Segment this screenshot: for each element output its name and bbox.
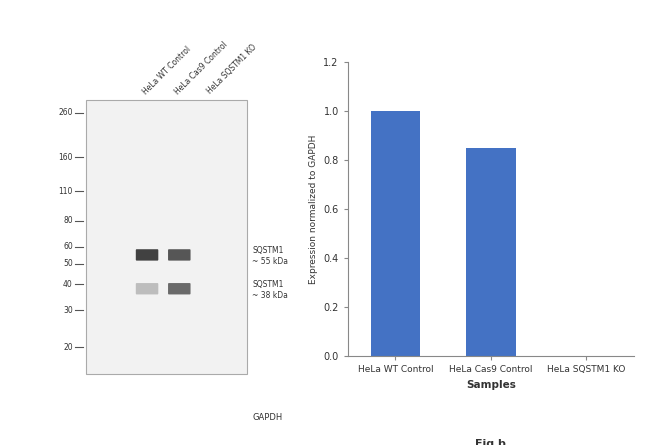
Text: 40: 40 — [63, 279, 73, 288]
Text: ~ 55 kDa: ~ 55 kDa — [252, 257, 288, 266]
FancyBboxPatch shape — [86, 402, 247, 433]
Text: Fig b: Fig b — [475, 439, 506, 445]
FancyBboxPatch shape — [136, 409, 159, 426]
FancyBboxPatch shape — [168, 283, 190, 295]
Text: HeLa SQSTM1 KO: HeLa SQSTM1 KO — [205, 43, 258, 96]
Text: 50: 50 — [63, 259, 73, 268]
Text: 110: 110 — [58, 187, 73, 196]
Text: ~ 38 kDa: ~ 38 kDa — [252, 291, 288, 299]
Text: HeLa WT Control: HeLa WT Control — [140, 44, 192, 96]
Text: 20: 20 — [63, 343, 73, 352]
FancyBboxPatch shape — [168, 249, 190, 261]
Text: 260: 260 — [58, 108, 73, 117]
Text: 160: 160 — [58, 153, 73, 162]
X-axis label: Samples: Samples — [466, 380, 515, 389]
Bar — [370, 111, 420, 356]
Text: SQSTM1: SQSTM1 — [252, 246, 283, 255]
Y-axis label: Expression normalized to GAPDH: Expression normalized to GAPDH — [309, 134, 318, 284]
Text: 80: 80 — [63, 216, 73, 225]
FancyBboxPatch shape — [86, 100, 247, 374]
Text: HeLa Cas9 Control: HeLa Cas9 Control — [173, 40, 229, 96]
Bar — [466, 148, 515, 356]
FancyBboxPatch shape — [200, 409, 223, 426]
Text: 30: 30 — [63, 306, 73, 315]
FancyBboxPatch shape — [136, 283, 159, 295]
FancyBboxPatch shape — [168, 409, 190, 426]
Text: 60: 60 — [63, 243, 73, 251]
FancyBboxPatch shape — [136, 249, 159, 261]
Text: SQSTM1: SQSTM1 — [252, 280, 283, 289]
Text: GAPDH: GAPDH — [252, 413, 283, 422]
